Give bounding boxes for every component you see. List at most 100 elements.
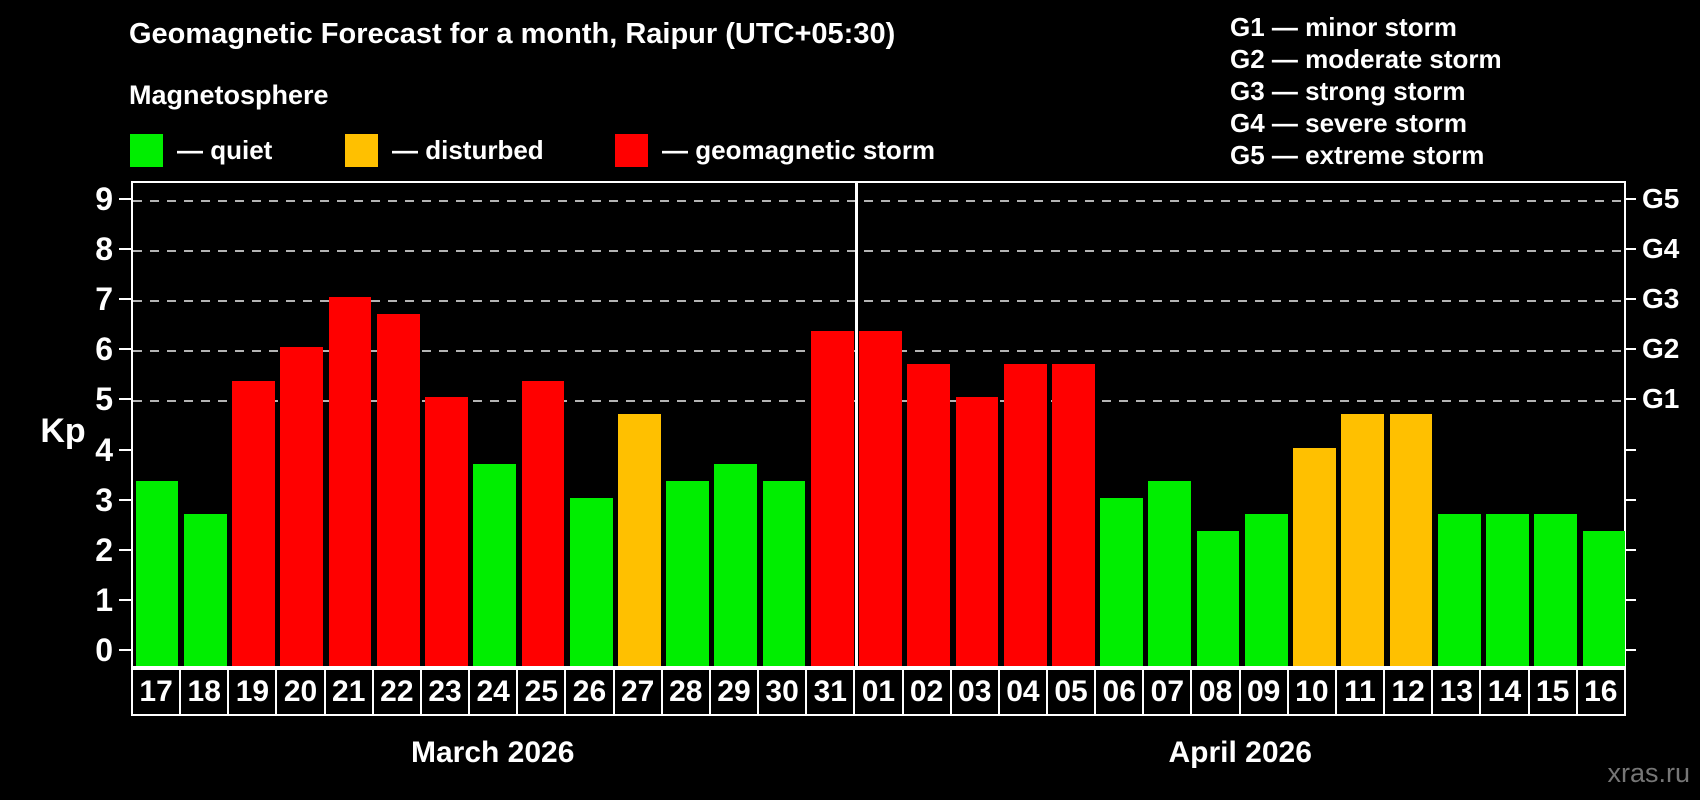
magnetosphere-label: Magnetosphere	[129, 80, 329, 110]
quiet-color-swatch	[130, 134, 163, 167]
disturbed-legend-label: — disturbed	[392, 135, 544, 165]
legend-item-quiet: — quiet	[130, 134, 272, 167]
right-axis-tick-9	[1624, 197, 1636, 200]
right-axis-tick-4	[1624, 448, 1636, 451]
month-divider-line	[854, 183, 858, 666]
bar-day-16	[1582, 531, 1626, 666]
g2-legend-line: G2 — moderate storm	[1230, 44, 1502, 74]
bar-day-15	[1534, 514, 1578, 666]
bar-day-11	[1341, 413, 1385, 666]
y-axis-label-6: 6	[95, 331, 113, 368]
day-label-29: 29	[708, 668, 760, 716]
bar-day-04	[1003, 363, 1047, 666]
quiet-legend-label: — quiet	[177, 135, 273, 165]
left-axis-tick-0	[119, 649, 131, 652]
plot-area	[131, 181, 1626, 668]
left-axis-tick-4	[119, 448, 131, 451]
legend-item-disturbed: — disturbed	[345, 134, 544, 167]
watermark: xras.ru	[1607, 758, 1690, 788]
day-label-24: 24	[468, 668, 519, 716]
storm-color-swatch	[615, 134, 648, 167]
right-axis-label-g5: G5	[1642, 182, 1680, 214]
disturbed-color-swatch	[345, 134, 378, 167]
day-label-20: 20	[275, 668, 326, 716]
bar-day-21	[328, 297, 372, 666]
bar-day-23	[425, 397, 468, 666]
gridline-kp-7	[133, 299, 1624, 302]
y-axis-label-0: 0	[95, 632, 113, 669]
day-label-15: 15	[1527, 668, 1578, 716]
bar-day-29	[714, 464, 758, 666]
bar-day-17	[135, 481, 179, 666]
day-label-26: 26	[564, 668, 615, 716]
left-axis-tick-9	[119, 197, 131, 200]
bar-day-09	[1244, 514, 1288, 666]
bar-day-10	[1293, 447, 1336, 666]
right-axis-tick-0	[1624, 649, 1636, 652]
bar-day-13	[1437, 514, 1481, 666]
bar-day-06	[1100, 497, 1143, 666]
day-label-12: 12	[1383, 668, 1434, 716]
day-label-06: 06	[1094, 668, 1145, 716]
month-label-0: March 2026	[410, 736, 575, 769]
y-axis-label-8: 8	[95, 230, 113, 267]
left-axis-tick-5	[119, 398, 131, 401]
day-label-17: 17	[131, 668, 182, 716]
day-label-22: 22	[371, 668, 422, 716]
bar-day-28	[666, 481, 709, 666]
day-label-30: 30	[757, 668, 808, 716]
bar-day-27	[618, 413, 661, 666]
right-axis-tick-5	[1624, 398, 1636, 401]
day-label-13: 13	[1431, 668, 1482, 716]
day-label-19: 19	[227, 668, 278, 716]
g4-legend-line: G4 — severe storm	[1230, 108, 1468, 138]
storm-legend-label: — geomagnetic storm	[662, 135, 936, 165]
g-scale-legend: G1 — minor storm G2 — moderate storm G3 …	[1230, 11, 1502, 171]
g1-legend-line: G1 — minor storm	[1230, 12, 1457, 42]
right-axis-label-g4: G4	[1642, 232, 1680, 264]
y-axis-label-9: 9	[95, 180, 113, 217]
left-axis-tick-1	[119, 599, 131, 602]
y-axis-label-4: 4	[95, 431, 113, 468]
day-label-23: 23	[419, 668, 471, 716]
bar-day-26	[569, 497, 613, 666]
right-axis-label-g3: G3	[1642, 282, 1680, 314]
right-axis-label-g2: G2	[1642, 333, 1680, 365]
day-label-05: 05	[1045, 668, 1097, 716]
day-label-18: 18	[179, 668, 230, 716]
right-axis-tick-8	[1624, 247, 1636, 250]
bar-day-24	[473, 464, 517, 666]
bar-day-22	[376, 313, 420, 666]
chart-title: Geomagnetic Forecast for a month, Raipur…	[129, 18, 896, 50]
right-axis-label-g1: G1	[1642, 383, 1680, 415]
right-axis-tick-3	[1624, 498, 1636, 501]
bar-day-05	[1052, 363, 1095, 666]
legend-item-storm: — geomagnetic storm	[615, 134, 935, 167]
right-axis-tick-7	[1624, 297, 1636, 300]
day-label-07: 07	[1142, 668, 1193, 716]
y-axis-label-7: 7	[95, 280, 113, 317]
bar-day-31	[810, 330, 854, 666]
bar-day-25	[521, 380, 565, 666]
day-label-11: 11	[1334, 668, 1386, 716]
day-label-09: 09	[1238, 668, 1289, 716]
bar-day-14	[1486, 514, 1529, 666]
day-label-03: 03	[949, 668, 1000, 716]
month-label-1: April 2026	[1168, 736, 1312, 769]
bar-day-19	[232, 380, 275, 666]
bar-day-01	[859, 330, 902, 666]
bar-day-20	[280, 347, 324, 666]
bar-day-18	[183, 514, 227, 666]
day-label-14: 14	[1479, 668, 1530, 716]
bar-day-30	[762, 481, 806, 666]
left-axis-tick-8	[119, 247, 131, 250]
y-axis-label-1: 1	[95, 582, 113, 619]
g5-legend-line: G5 — extreme storm	[1230, 140, 1485, 170]
bar-day-02	[907, 363, 951, 666]
y-axis-label-3: 3	[95, 481, 113, 518]
left-axis-tick-6	[119, 348, 131, 351]
day-label-16: 16	[1575, 668, 1626, 716]
right-axis-tick-2	[1624, 549, 1636, 551]
left-axis-tick-2	[119, 549, 131, 551]
bar-day-12	[1389, 413, 1433, 666]
